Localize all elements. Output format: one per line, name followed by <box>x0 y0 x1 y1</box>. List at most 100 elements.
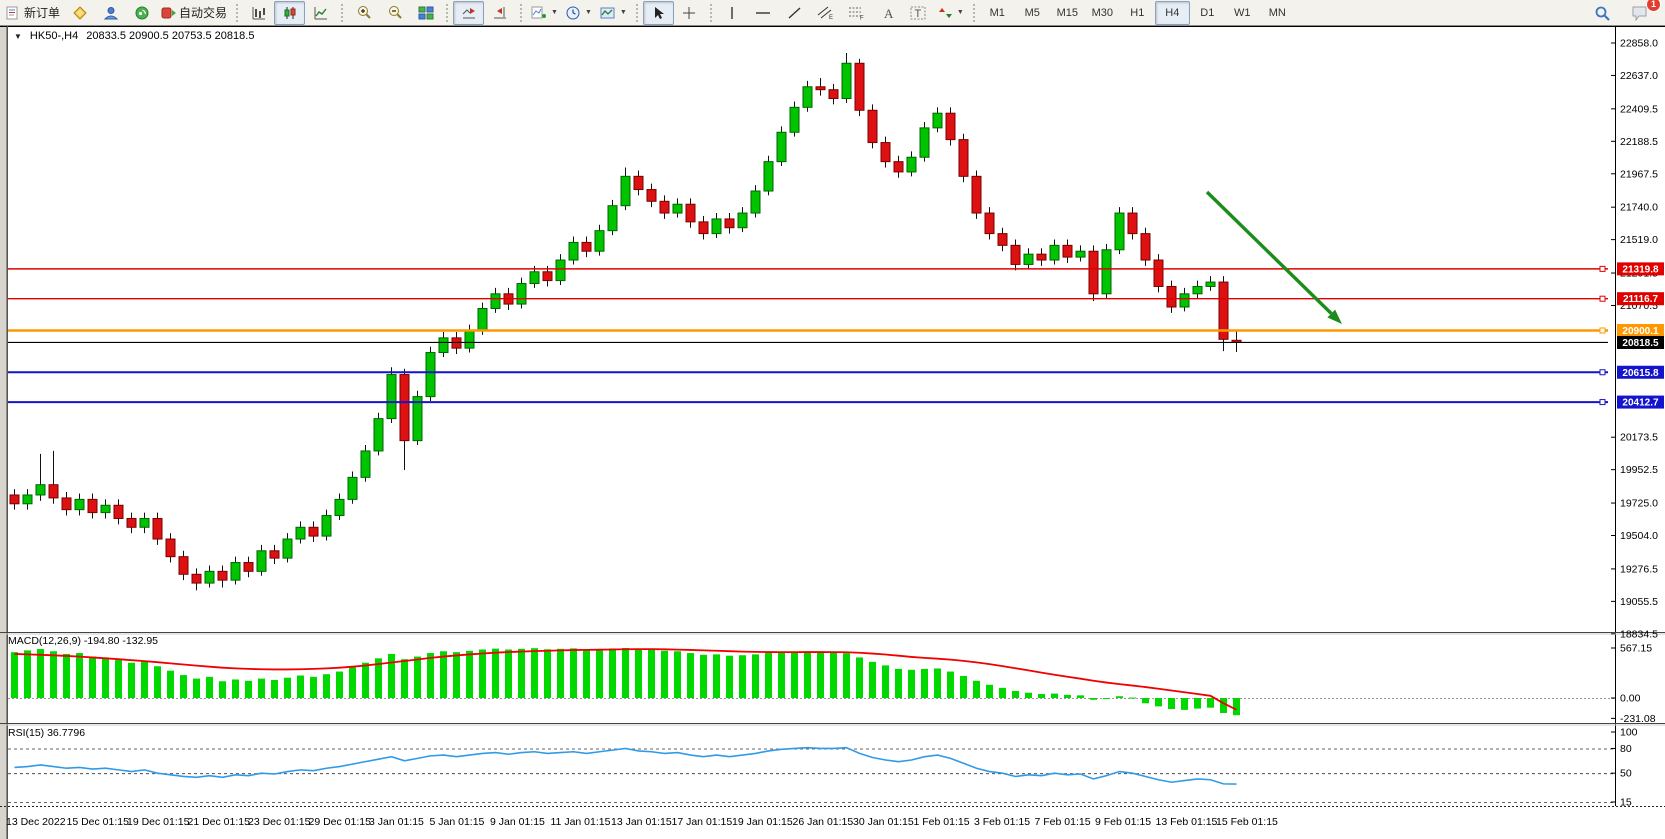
periods-button[interactable]: ▼ <box>562 1 596 25</box>
gold-button[interactable] <box>64 1 95 25</box>
candle-body <box>48 484 59 499</box>
collapse-triangle-icon[interactable]: ▼ <box>14 31 22 41</box>
level-handle[interactable] <box>1599 295 1606 302</box>
candle-body <box>321 515 332 537</box>
timeframe-bar: M1 M5 M15 M30 H1 H4 D1 W1 MN <box>980 0 1295 25</box>
bar-chart-button[interactable] <box>243 1 274 25</box>
candle-body <box>711 218 722 235</box>
horizontal-line-icon <box>756 11 771 14</box>
candle-body <box>880 142 891 163</box>
timeframe-button-H1[interactable]: H1 <box>1130 6 1145 19</box>
macd-bar <box>206 676 213 698</box>
channel-tool-button[interactable]: E <box>810 1 841 25</box>
rsi-tick-label: 50 <box>1620 768 1632 780</box>
text-tool-button[interactable]: A <box>872 1 903 25</box>
new-order-button[interactable]: 新订单 <box>2 1 64 25</box>
line-chart-button[interactable] <box>305 1 336 25</box>
timeframe-button-H4[interactable]: H4 <box>1154 0 1190 25</box>
time-label: 19 Jan 01:15 <box>732 816 793 828</box>
macd-bar <box>492 648 499 698</box>
chat-button[interactable]: 1 <box>1624 0 1661 25</box>
time-label: 17 Jan 01:15 <box>672 816 733 828</box>
bar-chart-icon <box>252 6 265 19</box>
auto-scroll-button[interactable] <box>453 0 485 25</box>
macd-bar <box>219 681 226 698</box>
macd-bar <box>505 649 512 698</box>
candle-body <box>841 62 852 100</box>
trendline-tool-button[interactable] <box>779 1 810 25</box>
level-handle[interactable] <box>1599 265 1606 272</box>
timeframe-button-D1[interactable]: D1 <box>1200 6 1215 19</box>
level-handle[interactable] <box>1599 327 1606 334</box>
price-tick-label: 19504.0 <box>1620 530 1658 542</box>
tile-windows-button[interactable] <box>410 1 441 25</box>
arrows-tool-button[interactable]: ▼ <box>934 1 968 25</box>
toolbar-grip <box>633 3 640 22</box>
indicators-button[interactable]: ▼ <box>527 1 562 25</box>
chart-shift-button[interactable] <box>484 1 515 25</box>
signals-button[interactable] <box>126 1 157 25</box>
zoom-in-button[interactable] <box>348 1 379 25</box>
timeframe-button-M1[interactable]: M1 <box>989 6 1005 19</box>
candle-body <box>815 86 826 91</box>
price-tick-label: 19055.5 <box>1620 596 1658 608</box>
search-button[interactable] <box>1587 1 1618 25</box>
time-label: 29 Dec 01:15 <box>309 816 372 828</box>
crosshair-tool-button[interactable] <box>674 1 705 25</box>
macd-bar <box>1012 690 1019 698</box>
candle-body <box>61 497 72 511</box>
price-badge <box>1617 365 1664 379</box>
price-badge-label: 20412.7 <box>1622 398 1659 409</box>
candle-body <box>373 418 384 452</box>
price-badge <box>1617 292 1664 306</box>
level-handle[interactable] <box>1599 369 1606 376</box>
new-order-label: 新订单 <box>24 6 61 20</box>
macd-bar <box>518 648 525 698</box>
vertical-line-tool-button[interactable] <box>717 1 748 25</box>
toolbar-right: 1 <box>1587 0 1663 25</box>
templates-button[interactable]: ▼ <box>596 1 631 25</box>
chart-area[interactable]: 22858.0 22637.0 22409.5 22188.5 21967.5 21740… <box>0 26 1665 839</box>
time-label: 7 Feb 01:15 <box>1035 816 1091 828</box>
candle-body <box>958 139 969 177</box>
candle-body <box>360 450 371 478</box>
candle-body <box>750 190 761 214</box>
candle-body <box>1127 212 1138 235</box>
candle-body <box>1192 285 1203 295</box>
candle-body <box>659 200 670 214</box>
timeframe-button-M5[interactable]: M5 <box>1024 6 1040 19</box>
timeframe-button-MN[interactable]: MN <box>1268 6 1286 19</box>
chart-canvas[interactable]: 22858.0 22637.0 22409.5 22188.5 21967.5 21740… <box>0 26 1665 839</box>
candle-body <box>1049 244 1060 261</box>
candle-body <box>165 538 176 558</box>
svg-text:A: A <box>884 6 894 20</box>
horizontal-line-tool-button[interactable] <box>748 1 779 25</box>
macd-bar <box>375 658 382 698</box>
candle-body <box>126 517 137 528</box>
candle-body <box>529 271 540 285</box>
candlestick-chart-button[interactable] <box>274 0 306 25</box>
timeframe-button-W1[interactable]: W1 <box>1234 6 1251 19</box>
auto-trading-button[interactable]: 自动交易 <box>157 1 231 25</box>
accounts-button[interactable] <box>95 1 126 25</box>
zoom-out-button[interactable] <box>379 1 410 25</box>
timeframe-button-M15[interactable]: M15 <box>1056 6 1078 19</box>
candle-body <box>399 374 410 442</box>
window-edge[interactable] <box>0 26 7 839</box>
label-tool-button[interactable]: T <box>903 1 934 25</box>
candle-body <box>230 562 241 581</box>
timeframe-button-M30[interactable]: M30 <box>1091 6 1113 19</box>
macd-bar <box>427 653 434 698</box>
macd-bar <box>778 652 785 698</box>
candle-body <box>1166 285 1177 308</box>
trend-arrow[interactable] <box>1205 190 1342 324</box>
level-handle[interactable] <box>1599 399 1606 406</box>
macd-bar <box>297 675 304 698</box>
price-tick-label: 22637.0 <box>1620 70 1658 82</box>
symbol-period-label: HK50-,H4 <box>29 30 79 42</box>
fibonacci-tool-button[interactable]: F <box>841 1 872 25</box>
search-icon <box>1595 6 1610 21</box>
ohlc-values: 20833.5 20900.5 20753.5 20818.5 <box>86 30 255 42</box>
cursor-tool-button[interactable] <box>642 0 674 25</box>
candle-body <box>581 241 592 252</box>
